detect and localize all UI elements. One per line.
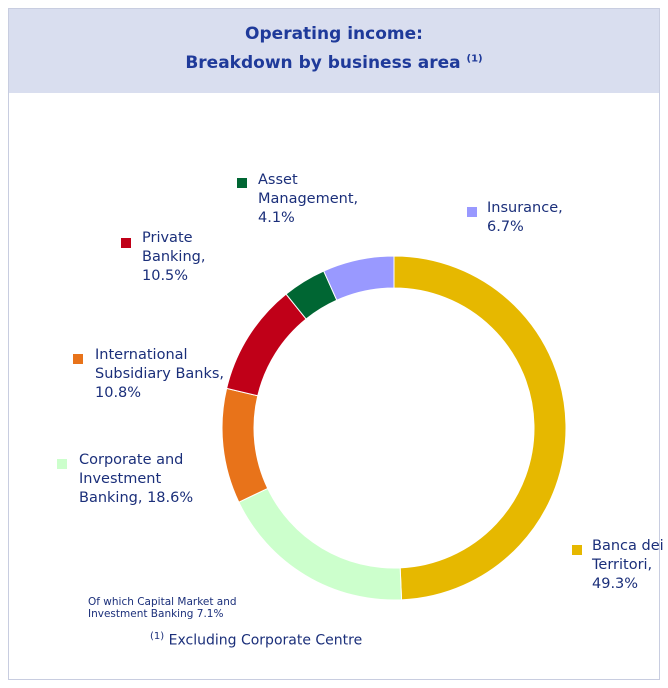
category-label: Corporate and Investment Banking,	[79, 452, 184, 506]
donut-slice	[238, 487, 403, 601]
category-label: Insurance,	[487, 200, 563, 216]
category-label: Asset Management,	[258, 172, 359, 207]
legend-marker	[572, 545, 582, 555]
slice-label: Insurance, 6.7%	[487, 199, 577, 237]
value-label: 4.1%	[258, 210, 295, 226]
title: Operating income:	[245, 24, 423, 44]
title-band	[9, 9, 659, 93]
category-label: Banca dei Territori,	[592, 538, 664, 573]
category-label: Private Banking,	[142, 230, 206, 265]
value-label: 18.6%	[147, 490, 194, 506]
slice-label: Corporate and Investment Banking, 18.6%	[79, 451, 209, 508]
category-label: International Subsidiary Banks,	[95, 347, 225, 382]
title: Breakdown by business area (1)	[9, 53, 659, 73]
value-label: 6.7%	[487, 219, 524, 235]
slice-label: Asset Management, 4.1%	[258, 171, 368, 228]
legend-marker	[121, 238, 131, 248]
slice-label: Private Banking, 10.5%	[142, 229, 232, 286]
donut-slice	[226, 293, 307, 397]
donut-slice	[221, 387, 269, 503]
value-label: 10.5%	[142, 268, 189, 284]
note-mark: (1)	[466, 53, 483, 65]
slice-label: Banca dei Territori, 49.3%	[592, 537, 668, 594]
legend-marker	[57, 459, 67, 469]
legend-marker	[73, 354, 83, 364]
slice-label: International Subsidiary Banks, 10.8%	[95, 346, 225, 403]
note-mark: (1)	[150, 631, 165, 642]
footnote-text: Excluding Corporate Centre	[168, 632, 363, 649]
footnote: (1) Excluding Corporate Centre	[150, 631, 362, 649]
legend-marker	[237, 178, 247, 188]
annotation: Of which Capital Market and Investment B…	[88, 596, 237, 620]
donut-slice	[393, 255, 567, 601]
value-label: 10.8%	[95, 385, 142, 401]
title-text: Breakdown by business area	[185, 53, 461, 73]
donut-slice	[323, 255, 395, 301]
value-label: 49.3%	[592, 576, 639, 592]
legend-marker	[467, 207, 477, 217]
